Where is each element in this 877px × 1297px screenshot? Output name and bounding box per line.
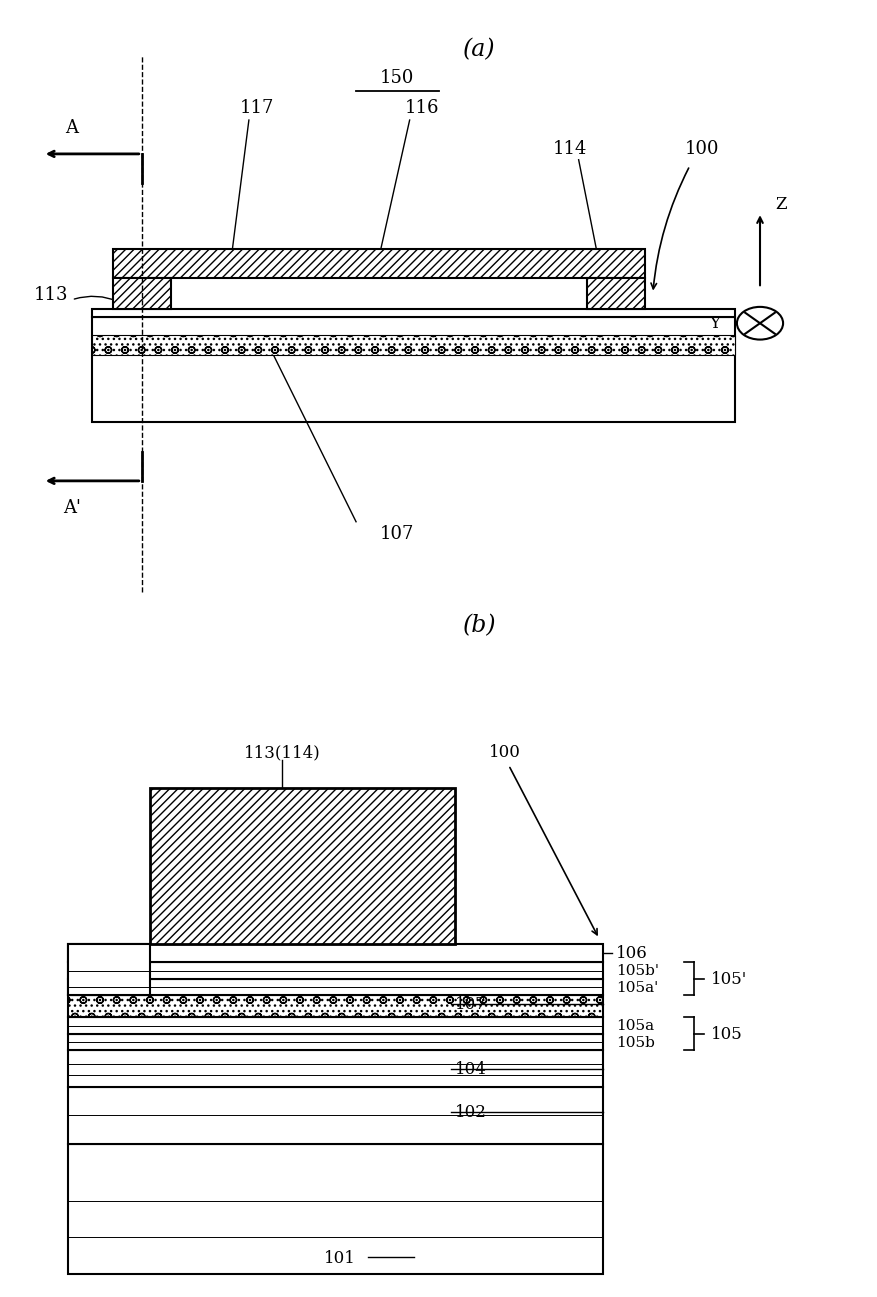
Bar — [68, 944, 603, 962]
Bar — [113, 249, 645, 279]
Bar — [92, 309, 735, 318]
Bar — [68, 1017, 603, 1034]
Bar — [68, 1051, 603, 1087]
Bar — [113, 279, 170, 309]
Text: 114: 114 — [553, 140, 588, 157]
Text: 117: 117 — [240, 99, 275, 117]
Bar — [68, 1144, 603, 1274]
Text: 105b': 105b' — [616, 964, 659, 978]
Bar — [68, 1087, 603, 1144]
Text: 100: 100 — [685, 140, 719, 157]
Text: 150: 150 — [380, 70, 415, 87]
Bar — [150, 789, 455, 944]
Text: Y: Y — [709, 315, 720, 332]
Text: 101: 101 — [324, 1249, 355, 1267]
Bar — [92, 318, 735, 423]
Text: (b): (b) — [463, 613, 496, 637]
Text: 113(114): 113(114) — [244, 743, 320, 761]
Bar — [92, 336, 735, 355]
Text: 106: 106 — [616, 944, 647, 962]
Text: 105: 105 — [710, 1026, 742, 1043]
Bar — [68, 944, 150, 996]
Text: 105a: 105a — [616, 1018, 654, 1032]
Text: 105a': 105a' — [616, 981, 658, 995]
Text: 100: 100 — [488, 743, 520, 761]
Text: 102: 102 — [455, 1104, 487, 1121]
Text: 116: 116 — [405, 99, 439, 117]
Bar — [68, 996, 603, 1017]
Text: (a): (a) — [463, 38, 496, 61]
Bar — [68, 979, 603, 996]
Text: 113: 113 — [34, 285, 68, 303]
Bar — [68, 962, 603, 979]
Bar — [68, 1034, 603, 1051]
Text: 104: 104 — [455, 1060, 487, 1078]
Bar — [587, 279, 645, 309]
Text: A: A — [65, 119, 78, 137]
Text: 105b: 105b — [616, 1035, 654, 1049]
Text: Z: Z — [775, 196, 787, 213]
Text: A': A' — [63, 498, 81, 516]
Text: 107: 107 — [455, 996, 487, 1013]
Text: 107: 107 — [380, 525, 415, 542]
Text: 105': 105' — [710, 970, 747, 987]
